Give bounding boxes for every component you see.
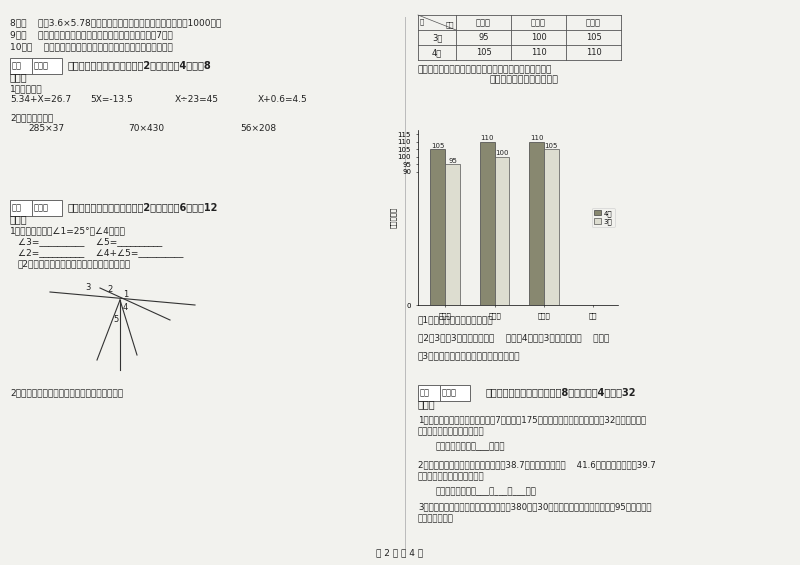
- Text: 月: 月: [420, 18, 424, 25]
- Legend: 4月, 3月: 4月, 3月: [592, 208, 614, 227]
- FancyBboxPatch shape: [418, 385, 470, 401]
- Text: 四、看清题目，细心计算（共2小题，每题4分，共8: 四、看清题目，细心计算（共2小题，每题4分，共8: [68, 60, 212, 70]
- Text: 评卷人: 评卷人: [34, 203, 49, 212]
- Text: 1: 1: [123, 290, 128, 299]
- Text: 2: 2: [107, 285, 112, 294]
- Text: 评卷人: 评卷人: [34, 62, 49, 71]
- Text: 4: 4: [123, 303, 128, 312]
- Text: 五年级: 五年级: [531, 18, 546, 27]
- Text: 3: 3: [85, 283, 90, 292]
- Text: 110: 110: [480, 135, 494, 141]
- Text: 3、服装厂生产一批服装，如果每天生产380件，30天完成任务，如果每天生产多95件，需要多: 3、服装厂生产一批服装，如果每天生产380件，30天完成任务，如果每天生产多95…: [418, 502, 651, 511]
- Text: 95: 95: [478, 33, 489, 42]
- Text: 105: 105: [586, 33, 602, 42]
- Text: 2、用竖式计算：: 2、用竖式计算：: [10, 113, 54, 122]
- Text: 米，求三段绳子各长多少米？: 米，求三段绳子各长多少米？: [418, 472, 485, 481]
- Text: 2、一根绳子分成三段，第一、二段长38.7米，第二、三段长    41.6米，第一、三段长39.7: 2、一根绳子分成三段，第一、二段长38.7米，第二、三段长 41.6米，第一、三…: [418, 460, 656, 469]
- Y-axis label: 数量（棵）: 数量（棵）: [390, 207, 396, 228]
- Text: 2、下面是某小学三个年级植树情况的统计表。: 2、下面是某小学三个年级植树情况的统计表。: [10, 388, 123, 397]
- Text: 105: 105: [476, 48, 491, 57]
- Bar: [544, 149, 558, 305]
- Text: 某小学春季植树情况统计图: 某小学春季植树情况统计图: [490, 75, 558, 84]
- Text: 分）。: 分）。: [10, 214, 28, 224]
- Text: 1、解方程：: 1、解方程：: [10, 84, 42, 93]
- Text: 六、应用知识，解决问题（共8小题，每题4分，共32: 六、应用知识，解决问题（共8小题，每题4分，共32: [486, 387, 637, 397]
- Text: X+0.6=4.5: X+0.6=4.5: [258, 95, 308, 104]
- Text: 110: 110: [586, 48, 602, 57]
- Text: 答：三段绳子各长___，___，___米。: 答：三段绳子各长___，___，___米。: [436, 487, 537, 496]
- Text: 1、一艘轮船从甲港开往乙港，前7小时航行175千米，照这样的速度，再航行32小时才到达乙: 1、一艘轮船从甲港开往乙港，前7小时航行175千米，照这样的速度，再航行32小时…: [418, 415, 646, 424]
- Text: 5.34+X=26.7: 5.34+X=26.7: [10, 95, 71, 104]
- Bar: [430, 149, 445, 305]
- Text: 5: 5: [113, 315, 118, 324]
- Text: 3月: 3月: [432, 33, 442, 42]
- Bar: [494, 157, 510, 305]
- Text: 得分: 得分: [420, 389, 430, 398]
- Text: 100: 100: [530, 33, 546, 42]
- Text: 9、（    ）如果被除数扩大了倍，要使商不变，除数应缩小7倍。: 9、（ ）如果被除数扩大了倍，要使商不变，除数应缩小7倍。: [10, 30, 173, 39]
- Text: ∠3=__________    ∠5=__________: ∠3=__________ ∠5=__________: [18, 237, 162, 246]
- Bar: [445, 164, 460, 305]
- Text: （2）通过刚才的解答你发现了什么请写出来？: （2）通过刚才的解答你发现了什么请写出来？: [18, 259, 131, 268]
- Text: 105: 105: [545, 143, 558, 149]
- Text: 110: 110: [530, 135, 543, 141]
- Text: X÷23=45: X÷23=45: [175, 95, 219, 104]
- Text: 根据统计表信息完成下面的统计图，并回答下面的问题。: 根据统计表信息完成下面的统计图，并回答下面的问题。: [418, 65, 552, 74]
- Text: 分）。: 分）。: [10, 72, 28, 82]
- Text: 分）。: 分）。: [418, 399, 436, 409]
- FancyBboxPatch shape: [10, 200, 62, 216]
- Text: 105: 105: [431, 143, 445, 149]
- Text: （1）哪个年级春季植树最多？: （1）哪个年级春季植树最多？: [418, 315, 494, 324]
- Text: 第 2 页 共 4 页: 第 2 页 共 4 页: [377, 548, 423, 557]
- Text: 评卷人: 评卷人: [442, 389, 457, 398]
- FancyBboxPatch shape: [10, 58, 62, 74]
- Text: 4月: 4月: [432, 48, 442, 57]
- Text: ∠2=__________    ∠4+∠5=__________: ∠2=__________ ∠4+∠5=__________: [18, 248, 183, 257]
- Text: 五、认真思考，综合能力（共2小题，每题6分，共12: 五、认真思考，综合能力（共2小题，每题6分，共12: [68, 202, 218, 212]
- Text: 70×430: 70×430: [128, 124, 164, 133]
- Text: 285×37: 285×37: [28, 124, 64, 133]
- Text: 年级: 年级: [446, 21, 454, 28]
- Text: （2）3月份3个年级共植树（    ）棵，4月份比3月份多植树（    ）棵。: （2）3月份3个年级共植树（ ）棵，4月份比3月份多植树（ ）棵。: [418, 333, 610, 342]
- Bar: [529, 142, 544, 305]
- Text: 56×208: 56×208: [240, 124, 276, 133]
- Text: 95: 95: [448, 158, 457, 163]
- Text: 六年级: 六年级: [586, 18, 601, 27]
- Text: 港，甲乙两港相距多少千米？: 港，甲乙两港相距多少千米？: [418, 427, 485, 436]
- Text: 100: 100: [495, 150, 509, 156]
- Text: 10、（    ）一个数字占有的位位不同，表示的数的大小也不同。: 10、（ ）一个数字占有的位位不同，表示的数的大小也不同。: [10, 42, 173, 51]
- Text: 110: 110: [530, 48, 546, 57]
- Text: 答：甲乙两港相距___千米。: 答：甲乙两港相距___千米。: [436, 442, 506, 451]
- Text: （3）还能提出哪些问题？试着解决一下。: （3）还能提出哪些问题？试着解决一下。: [418, 351, 521, 360]
- Text: 得分: 得分: [12, 203, 22, 212]
- Text: 少天完成任务？: 少天完成任务？: [418, 514, 454, 523]
- Text: 得分: 得分: [12, 62, 22, 71]
- Text: 1、如下图：已知∠1=25°，∠4是直角: 1、如下图：已知∠1=25°，∠4是直角: [10, 226, 126, 235]
- Text: 8、（    ）把3.6×5.78中乘数的小数点都去掉，积会比原来扩大1000倍。: 8、（ ）把3.6×5.78中乘数的小数点都去掉，积会比原来扩大1000倍。: [10, 18, 222, 27]
- Text: 5X=-13.5: 5X=-13.5: [90, 95, 133, 104]
- Text: 四年级: 四年级: [476, 18, 491, 27]
- Bar: [480, 142, 494, 305]
